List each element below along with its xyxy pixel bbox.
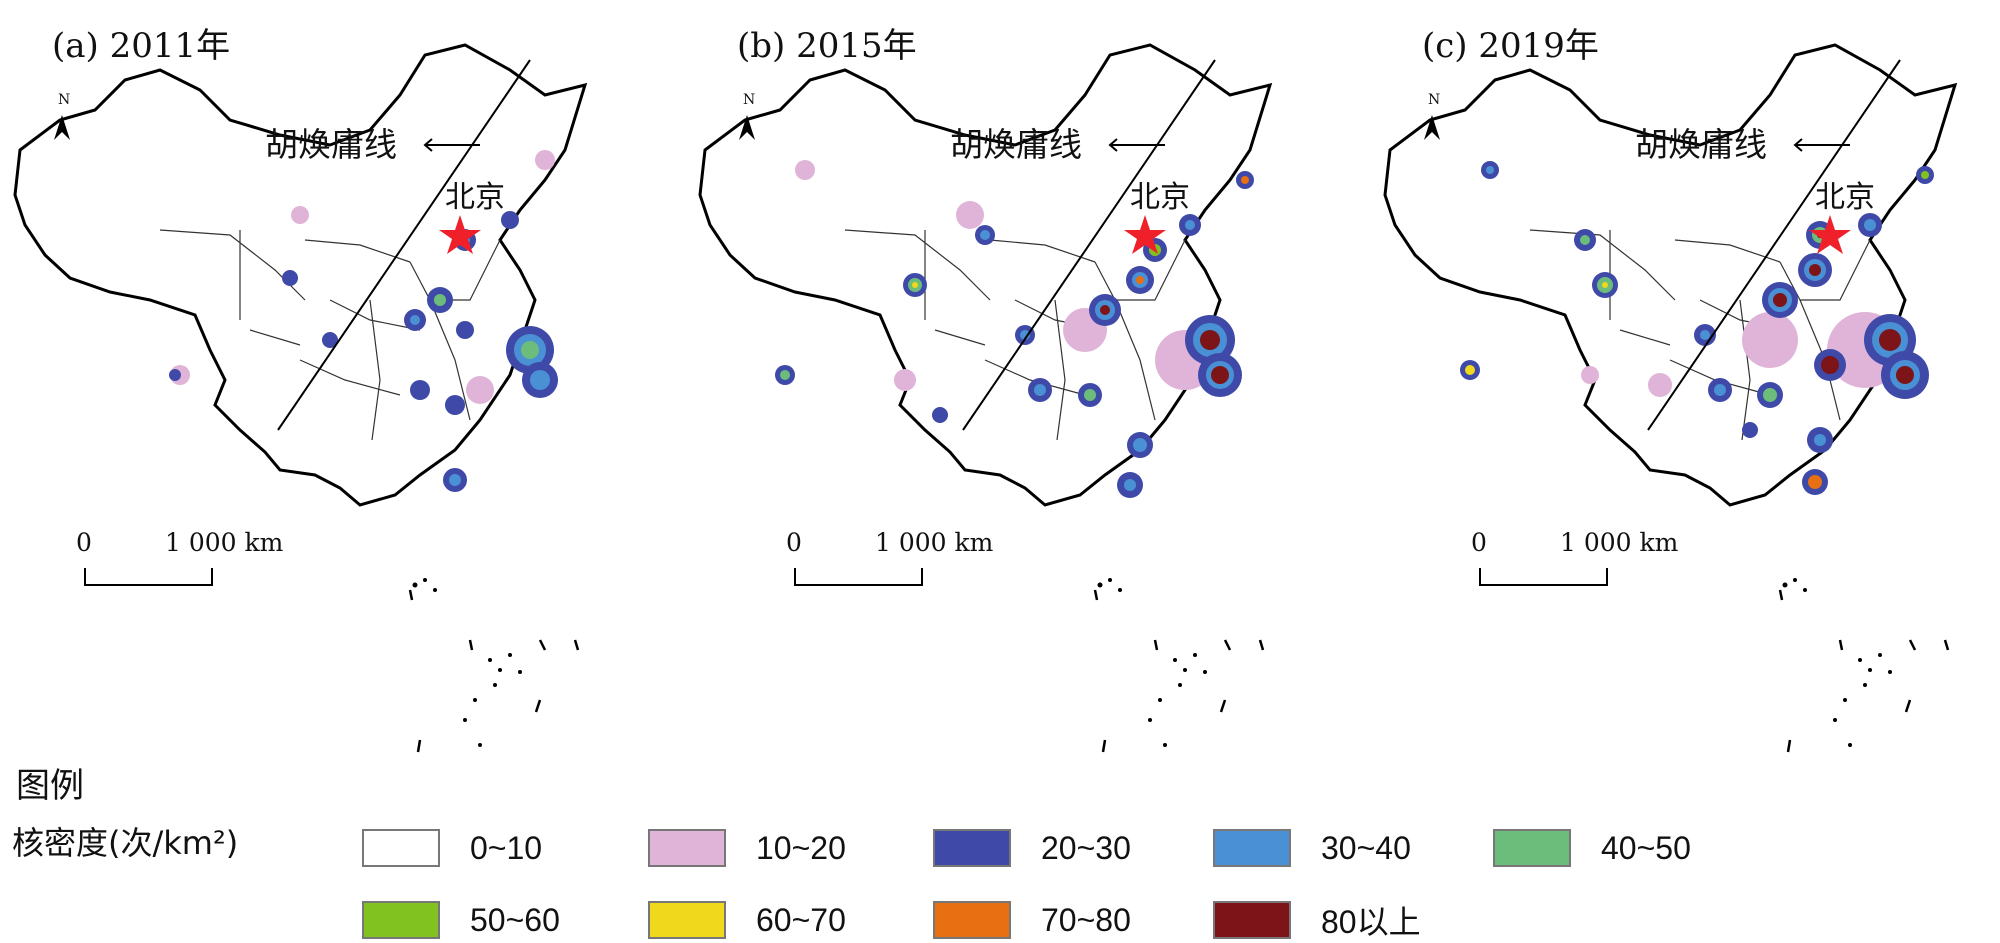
legend-swatch	[1213, 901, 1291, 939]
scale-distance-label: 1 000 km	[165, 528, 284, 557]
south-sea-islands	[412, 578, 522, 747]
north-arrow-icon	[1424, 115, 1440, 140]
legend-swatch	[1493, 829, 1571, 867]
south-sea-islands	[1782, 578, 1892, 747]
legend-swatch	[648, 829, 726, 867]
china-map-2015	[698, 43, 1273, 753]
china-outline	[698, 43, 1273, 507]
china-outline	[13, 43, 588, 507]
panel-title: (a) 2011年	[52, 26, 231, 66]
beijing-label: 北京	[1130, 180, 1190, 215]
hu-huanyong-line	[277, 59, 531, 431]
hu-line-label: 胡焕庸线	[950, 125, 1082, 164]
legend-item: 30~40	[1213, 826, 1411, 870]
hu-line-label: 胡焕庸线	[1635, 125, 1767, 164]
legend-label: 40~50	[1601, 829, 1691, 866]
north-label: N	[58, 92, 71, 108]
legend-title: 图例	[16, 766, 84, 806]
beijing-star-icon	[1124, 215, 1166, 254]
kernel-density-layer	[1460, 161, 1934, 495]
kernel-density-layer	[169, 150, 558, 492]
legend-swatch	[362, 829, 440, 867]
legend-subtitle: 核密度(次/km²)	[12, 824, 239, 862]
north-label: N	[1428, 92, 1441, 108]
beijing-star-icon	[1809, 215, 1851, 254]
scale-bar	[1479, 568, 1608, 586]
legend-item: 60~70	[648, 898, 846, 942]
nine-dash-line	[1093, 589, 1265, 753]
legend-label: 80以上	[1321, 904, 1421, 940]
china-outline	[1383, 43, 1958, 507]
legend-item: 70~80	[933, 898, 1131, 942]
scale-bar	[794, 568, 923, 586]
china-map-2011	[13, 43, 588, 753]
map-panel-2011: (a) 2011年 N 胡焕庸线 北京 0 1 000 km	[0, 0, 670, 780]
map-panel-2019: (c) 2019年 N 胡焕庸线 北京 0 1 000 km	[1370, 0, 2000, 780]
legend-swatch	[648, 901, 726, 939]
scale-zero-label: 0	[786, 528, 802, 557]
legend-swatch	[933, 901, 1011, 939]
legend-item: 50~60	[362, 898, 560, 942]
legend-label: 20~30	[1041, 829, 1131, 866]
scale-distance-label: 1 000 km	[875, 528, 994, 557]
legend-item: 20~30	[933, 826, 1131, 870]
legend-label: 60~70	[756, 901, 846, 938]
hu-label-arrow	[1108, 138, 1165, 152]
north-label: N	[743, 92, 756, 108]
legend-item: 40~50	[1493, 826, 1691, 870]
legend-label: 10~20	[756, 829, 846, 866]
north-arrow-icon	[739, 115, 755, 140]
map-panel-2015: (b) 2015年 N 胡焕庸线 北京 0 1 000 km	[685, 0, 1355, 780]
scale-bar	[84, 568, 213, 586]
legend-swatch	[362, 901, 440, 939]
beijing-label: 北京	[1815, 180, 1875, 215]
legend-swatch	[933, 829, 1011, 867]
south-sea-islands	[1097, 578, 1207, 747]
hu-huanyong-line	[1647, 59, 1901, 431]
legend-item: 10~20	[648, 826, 846, 870]
beijing-label: 北京	[445, 180, 505, 215]
scale-distance-label: 1 000 km	[1560, 528, 1679, 557]
hu-huanyong-line	[962, 59, 1216, 431]
panel-title: (c) 2019年	[1422, 26, 1599, 66]
province-lines	[844, 229, 1186, 441]
legend-label: 50~60	[470, 901, 560, 938]
hu-label-arrow	[1793, 138, 1850, 152]
panel-title: (b) 2015年	[737, 26, 917, 66]
legend-swatch	[1213, 829, 1291, 867]
scale-zero-label: 0	[76, 528, 92, 557]
china-map-2019	[1383, 43, 1958, 753]
legend-label: 70~80	[1041, 901, 1131, 938]
hu-line-label: 胡焕庸线	[265, 125, 397, 164]
nine-dash-line	[408, 589, 580, 753]
legend-item: 0~10	[362, 826, 542, 870]
legend-item: 80以上	[1213, 898, 1421, 942]
north-arrow-icon	[54, 115, 70, 140]
legend-label: 0~10	[470, 829, 543, 866]
kernel-density-layer	[775, 160, 1254, 498]
beijing-star-icon	[439, 215, 481, 254]
nine-dash-line	[1778, 589, 1950, 753]
hu-label-arrow	[423, 138, 480, 152]
scale-zero-label: 0	[1471, 528, 1487, 557]
legend-label: 30~40	[1321, 829, 1411, 866]
